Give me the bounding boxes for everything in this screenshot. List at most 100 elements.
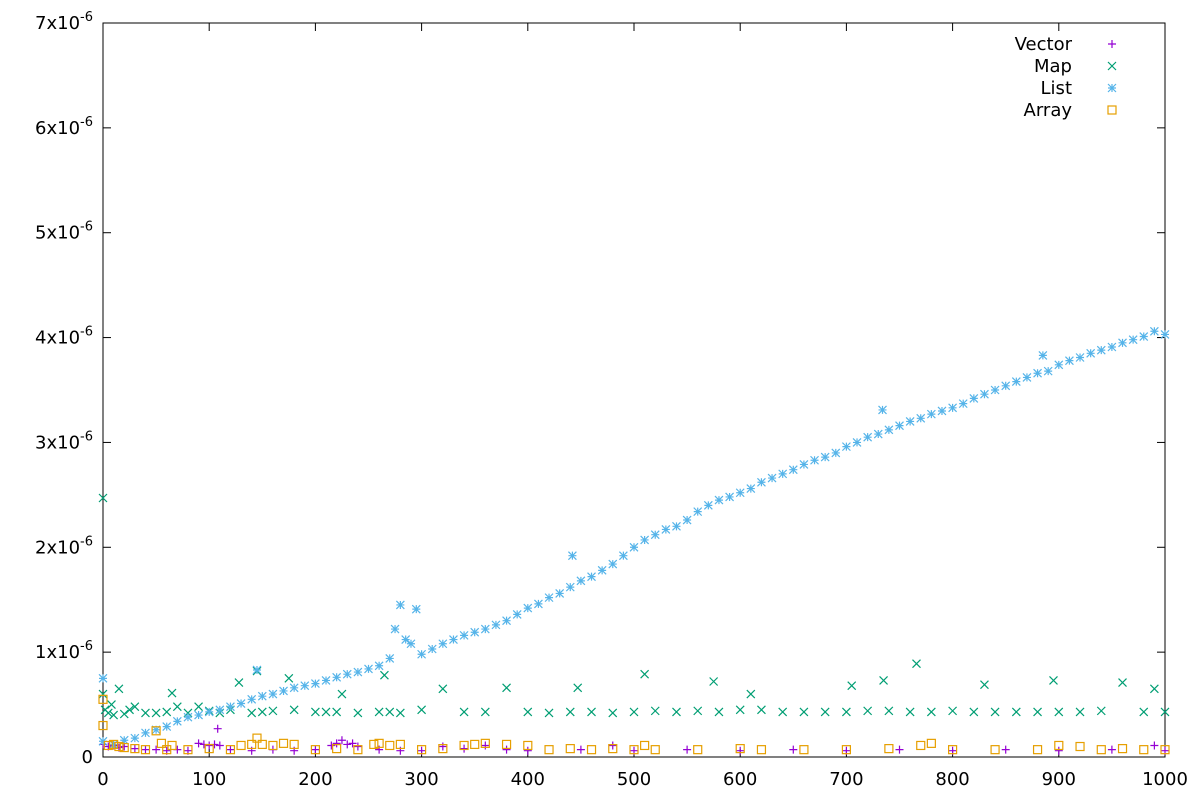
array-point [140,745,151,755]
legend-label-map: Map [1034,56,1072,77]
map-point [1011,707,1021,717]
list-point [926,409,936,419]
array-point [332,744,342,754]
list-point [252,665,262,675]
list-point [1118,338,1127,348]
list-point [788,465,798,475]
map-point [629,707,639,717]
list-point [1054,360,1064,370]
y-tick-exponent: -6 [80,429,93,444]
x-tick-label: 200 [298,769,332,790]
vector-point [460,744,469,753]
map-point [172,702,182,712]
list-point [98,736,108,746]
map-point [709,677,719,686]
list-point [172,716,182,726]
map-point [841,707,851,717]
map-point [926,707,936,717]
array-point [130,744,140,754]
list-point [183,712,193,722]
list-point [969,393,979,403]
map-point [310,707,320,717]
list-point [555,588,565,598]
list-point [279,686,288,696]
map-point [332,707,342,717]
map-point [114,684,124,694]
list-point [640,535,650,545]
array-point [1054,740,1064,751]
map-point [98,493,108,503]
map-point [573,683,583,693]
map-point [523,707,533,717]
array-point [1139,745,1149,755]
y-tick-label: 6x10-6 [35,115,93,139]
array-point [247,739,257,750]
vector-point [311,745,320,754]
list-point [820,452,830,462]
map-point [969,707,979,717]
array-point [109,739,119,750]
vector-point [576,745,585,754]
map-point [374,707,384,717]
array-point [268,740,278,751]
array-point [225,745,236,755]
list-point [565,582,575,592]
map-point [247,708,257,718]
list-point [194,710,204,720]
list-point [1075,353,1085,362]
list-point [905,417,915,426]
map-point [884,706,894,716]
x-tick-label: 400 [511,769,545,790]
legend-label-array: Array [1024,100,1073,121]
map-point [863,706,873,716]
list-point [567,551,577,561]
y-tick-mantissa: 2x10 [35,537,80,558]
list-point [799,460,809,469]
array-point [1075,741,1085,752]
array-point [289,739,299,750]
vector-point [337,736,346,745]
array-point [204,744,214,754]
array-point [480,738,490,748]
y-tick-mantissa: 7x10 [35,13,80,34]
list-point [332,672,342,682]
map-point [125,705,134,715]
list-point [916,413,926,423]
list-point [151,725,161,735]
legend-marker-array [1107,105,1117,115]
list-point [1022,372,1032,382]
map-point [130,702,140,712]
list-point [268,689,278,699]
x-tick-label: 1000 [1142,769,1188,790]
list-point [757,477,766,487]
list-point [1001,381,1011,391]
list-point [1107,342,1117,352]
list-point [449,635,458,644]
list-point [364,664,373,674]
map-point [194,702,204,712]
array-point [544,745,554,755]
list-point [130,733,140,743]
map-point [693,706,703,716]
y-tick-exponent: -6 [80,325,93,340]
list-point [703,500,713,510]
map-point [1096,706,1106,716]
list-point [735,488,745,498]
list-point [544,593,554,603]
data-points-group [98,326,1170,755]
list-point [576,576,586,586]
list-point [523,603,533,613]
map-point [847,681,857,691]
y-tick-label: 2x10-6 [35,534,93,558]
vector-point [438,742,447,751]
list-point [767,473,777,483]
legend-marker-vector [1108,40,1116,48]
y-tick-label: 0 [82,747,93,768]
array-point [501,739,512,750]
list-point [119,735,129,745]
map-point [820,707,830,717]
y-tick-label: 1x10-6 [35,639,93,663]
list-point [1139,332,1149,341]
map-point [778,707,788,717]
array-point [523,740,533,751]
